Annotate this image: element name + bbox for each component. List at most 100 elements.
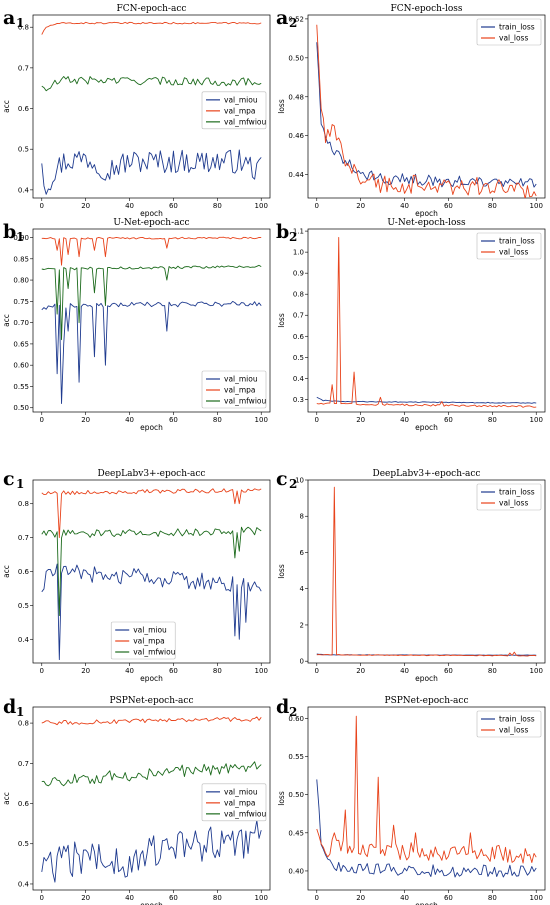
panel-letter: b (276, 221, 289, 243)
y-axis-label: loss (277, 564, 286, 579)
chart-title: DeepLabv3+-epoch-acc (373, 469, 481, 479)
legend: val_miou val_mpa val_mfwiou (201, 370, 267, 409)
x-tick-label: 80 (488, 202, 497, 210)
panel-letter: a (3, 7, 15, 29)
chart-title: FCN-epoch-acc (117, 4, 187, 14)
x-tick-label: 20 (356, 202, 365, 210)
y-tick-label: 0.8 (293, 291, 304, 299)
series-line-val_loss (316, 715, 537, 864)
legend-entry: val_loss (499, 248, 528, 257)
x-axis-label: epoch (140, 901, 163, 905)
legend-entry: train_loss (499, 488, 535, 497)
y-axis-label: acc (2, 792, 11, 805)
legend: train_loss val_loss (476, 710, 542, 738)
y-tick-label: 0.50 (13, 404, 29, 412)
y-axis-label: acc (2, 100, 11, 113)
y-axis-label: loss (277, 99, 286, 114)
legend-entry: val_loss (499, 499, 528, 508)
x-tick-label: 20 (81, 894, 90, 902)
legend: val_miou val_mpa val_mfwiou (201, 91, 267, 130)
x-tick-label: 40 (125, 202, 134, 210)
x-tick-label: 80 (213, 894, 222, 902)
y-tick-label: 0.70 (13, 319, 29, 327)
legend-entry: val_miou (133, 626, 167, 635)
series-line-val_mfwiou (41, 76, 262, 92)
series-line-val_mpa (41, 716, 262, 726)
x-tick-label: 0 (315, 894, 319, 902)
legend-entry: val_mpa (224, 106, 256, 115)
x-tick-label: 100 (530, 667, 543, 675)
chart-title: DeepLabv3+-epoch-acc (98, 469, 206, 479)
y-tick-label: 0.7 (18, 534, 29, 542)
chart-title: U-Net-epoch-acc (113, 218, 189, 228)
x-tick-label: 0 (40, 667, 44, 675)
y-tick-label: 0.6 (18, 568, 30, 576)
y-tick-label: 0.5 (18, 840, 29, 848)
y-tick-label: 0.6 (18, 800, 30, 808)
y-tick-label: 0.9 (293, 270, 304, 278)
y-tick-label: 8 (300, 513, 304, 521)
x-tick-label: 100 (255, 416, 268, 424)
x-tick-label: 80 (213, 667, 222, 675)
series-line-val_miou (41, 819, 262, 883)
panel-d1: d 1 PSPNet-epoch-acc 0 20 40 60 80 100 0.4 0.5 0.6 0… (2, 696, 271, 905)
series-line-val_miou (41, 149, 262, 195)
legend-entry: val_mpa (224, 386, 256, 395)
legend-box (201, 91, 267, 130)
y-tick-label: 0.50 (288, 54, 304, 62)
panel-letter: c (3, 468, 15, 490)
legend: train_loss val_loss (476, 232, 542, 260)
legend-entry: val_loss (499, 34, 528, 43)
legend-entry: train_loss (499, 237, 535, 246)
y-tick-label: 0.5 (18, 146, 29, 154)
x-axis-label: epoch (140, 674, 163, 683)
y-tick-label: 1.1 (293, 228, 304, 236)
x-tick-label: 40 (125, 416, 134, 424)
y-tick-label: 0.50 (288, 791, 304, 799)
y-tick-label: 1.0 (293, 249, 304, 257)
x-axis-label: epoch (415, 901, 438, 905)
panel-letter: c (276, 468, 288, 490)
series-line-train_loss (316, 396, 537, 404)
legend-entry: train_loss (499, 715, 535, 724)
y-tick-label: 0 (300, 658, 304, 666)
x-tick-label: 0 (315, 416, 319, 424)
y-tick-label: 0.4 (18, 636, 30, 644)
axes-frame (32, 228, 271, 413)
series-line-val_mpa (41, 21, 262, 35)
panel-a1: a 1 FCN-epoch-acc 0 20 40 60 80 100 0.4 0.5 0.6 0.7 0… (2, 4, 271, 218)
series-line-val_mpa (41, 236, 262, 266)
legend: val_miou val_mpa val_mfwiou (201, 783, 266, 822)
series-line-train_loss (316, 42, 537, 188)
x-tick-label: 80 (213, 416, 222, 424)
y-tick-label: 0.6 (293, 333, 305, 341)
x-tick-label: 20 (356, 667, 365, 675)
x-tick-label: 100 (530, 416, 543, 424)
y-tick-label: 6 (300, 549, 305, 557)
x-tick-label: 0 (40, 894, 44, 902)
y-tick-label: 0.6 (18, 105, 30, 113)
panel-b2: b 2 U-Net-epoch-loss 0 20 40 60 80 100 0.3 0.4 0.5 0… (276, 218, 546, 432)
x-tick-label: 40 (125, 667, 134, 675)
legend-entry: val_mfwiou (224, 117, 266, 126)
x-tick-label: 100 (255, 667, 268, 675)
y-tick-label: 0.7 (293, 312, 304, 320)
chart-title: FCN-epoch-loss (391, 4, 463, 14)
series-line-val_miou (41, 563, 262, 661)
y-axis-label: loss (277, 791, 286, 806)
x-tick-label: 60 (169, 202, 178, 210)
legend-box (201, 370, 267, 409)
x-tick-label: 40 (400, 202, 409, 210)
x-tick-label: 40 (400, 416, 409, 424)
panel-letter: a (276, 7, 288, 29)
legend-entry: val_miou (224, 787, 258, 796)
y-tick-label: 0.85 (13, 255, 29, 263)
x-tick-label: 80 (488, 416, 497, 424)
x-tick-label: 100 (530, 894, 543, 902)
x-tick-label: 100 (255, 202, 268, 210)
panel-letter-sub: 1 (16, 16, 24, 30)
y-tick-label: 0.52 (288, 15, 304, 23)
y-tick-label: 0.8 (18, 720, 29, 728)
legend-entry: val_mfwiou (224, 809, 266, 818)
